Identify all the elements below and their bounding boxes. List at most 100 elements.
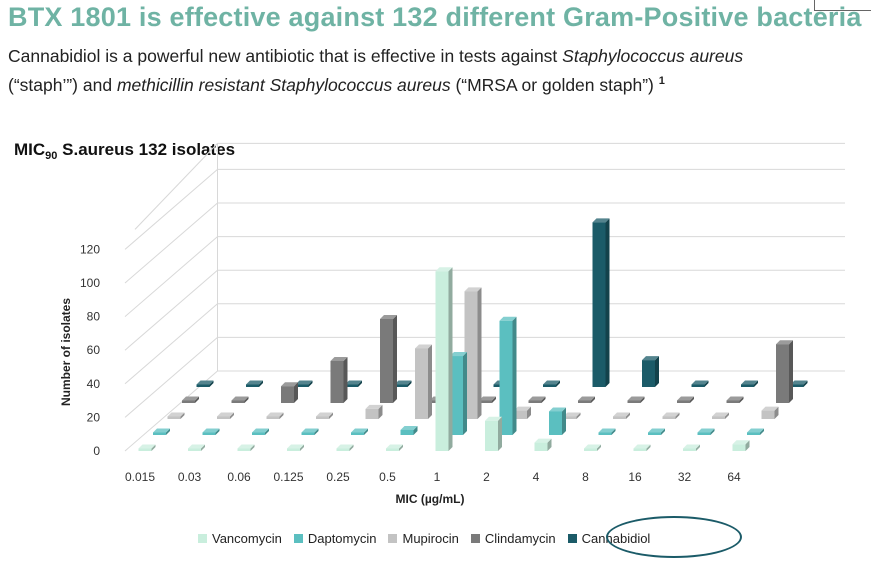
bar-top (153, 428, 170, 433)
bar-mupirocin-0.5 (415, 348, 428, 419)
bar-top (351, 428, 368, 433)
bar-vancomycin-0.015 (138, 448, 152, 451)
legend-item: Vancomycin (198, 531, 282, 546)
bar-daptomycin-8 (598, 432, 612, 435)
bar-daptomycin-0.125 (301, 432, 315, 435)
bar-side (605, 218, 610, 387)
bar-side (527, 406, 531, 419)
bar-side (597, 444, 601, 451)
bar-side (477, 287, 482, 419)
bar-cannabidiol-2 (543, 384, 556, 387)
bar-side (166, 428, 170, 435)
bar-top (683, 444, 700, 449)
bar-side (739, 396, 744, 403)
bar-cannabidiol-8 (642, 360, 655, 387)
legend-swatch (388, 533, 398, 543)
bar-side (300, 444, 304, 451)
bar-top (330, 357, 348, 361)
gridline-side (124, 169, 218, 250)
bar-side (710, 428, 715, 435)
bar-side (492, 396, 496, 403)
bar-side (413, 425, 418, 435)
bar-side (230, 412, 234, 419)
bar-side (209, 380, 214, 387)
bar-vancomycin-0.125 (287, 448, 300, 451)
bar-clindamycin-16 (677, 400, 690, 403)
bar-cannabidiol-0.06 (295, 384, 309, 387)
bar-top (281, 382, 298, 387)
bar-cannabidiol-0.125 (345, 384, 358, 387)
chart-title-rest: S.aureus 132 isolates (57, 140, 236, 159)
bar-top (386, 444, 403, 449)
bar-cannabidiol-64 (790, 384, 804, 387)
bar-side (562, 407, 566, 435)
bar-daptomycin-0.06 (252, 432, 265, 435)
bar-top (648, 428, 665, 433)
y-tick-label: 0 (93, 444, 100, 458)
bar-top (167, 412, 185, 417)
gridline-side (134, 143, 218, 230)
bar-top (217, 412, 234, 417)
bar-top (633, 444, 651, 449)
bar-top (741, 380, 758, 385)
legend-label: Vancomycin (212, 530, 282, 546)
bar-cannabidiol-0.03 (246, 384, 259, 387)
bar-top (252, 428, 269, 433)
bar-top (246, 380, 263, 385)
bar-mupirocin-32 (712, 416, 725, 419)
bar-top (691, 380, 709, 385)
y-tick-label: 100 (80, 276, 100, 290)
bar-cannabidiol-0.015 (196, 384, 210, 387)
bar-side (547, 438, 552, 451)
bar-side (393, 315, 397, 403)
bar-top (747, 428, 764, 433)
bar-top (578, 396, 595, 401)
bar-clindamycin-1 (479, 400, 492, 403)
bar-mupirocin-8 (613, 416, 626, 419)
bar-vancomycin-16 (633, 448, 647, 451)
intro-text-1: Cannabidiol is a powerful new antibiotic… (8, 46, 563, 66)
bar-cannabidiol-4 (592, 222, 606, 387)
bar-side (789, 340, 793, 403)
bar-clindamycin-64 (776, 344, 789, 403)
bar-mupirocin-0.015 (167, 416, 181, 419)
bar-clindamycin-8 (627, 400, 641, 403)
bar-side (646, 444, 651, 451)
bar-side (407, 380, 412, 387)
x-tick-label: 0.125 (273, 470, 303, 484)
bar-top (790, 380, 808, 385)
bar-top (528, 396, 546, 401)
footnote-marker: 1 (658, 75, 665, 87)
chart-title-mic: MIC (14, 140, 46, 159)
bar-side (725, 412, 729, 419)
x-tick-label: 16 (628, 470, 642, 484)
bar-top (394, 380, 412, 385)
bar-mupirocin-0.06 (266, 416, 280, 419)
bar-side (760, 428, 764, 435)
bar-top (732, 440, 750, 445)
bar-top (543, 380, 560, 385)
legend-label: Clindamycin (484, 530, 556, 546)
bar-top (400, 425, 418, 430)
bar-top (677, 396, 694, 401)
bar-top (499, 316, 517, 321)
bar-side (556, 380, 560, 387)
chart-legend: Vancomycin Daptomycin Mupirocin Clindamycin… (198, 528, 662, 548)
bar-side (294, 382, 298, 403)
legend-item: Daptomycin (293, 531, 376, 546)
bar-vancomycin-8 (584, 448, 597, 451)
x-tick-label: 0.5 (379, 470, 396, 484)
intro-text-2: (“staph’”) and (8, 74, 117, 95)
bar-daptomycin-64 (747, 432, 760, 435)
bar-top (776, 340, 793, 345)
y-tick-label: 80 (87, 310, 101, 324)
bar-side (250, 444, 255, 451)
bar-side (448, 267, 453, 451)
x-tick-label: 32 (678, 470, 692, 484)
bar-side (512, 316, 517, 435)
bar-side (399, 444, 403, 451)
bar-side (364, 428, 368, 435)
bar-top (138, 444, 156, 449)
page-headline: BTX 1801 is effective against 132 differ… (8, 2, 862, 32)
